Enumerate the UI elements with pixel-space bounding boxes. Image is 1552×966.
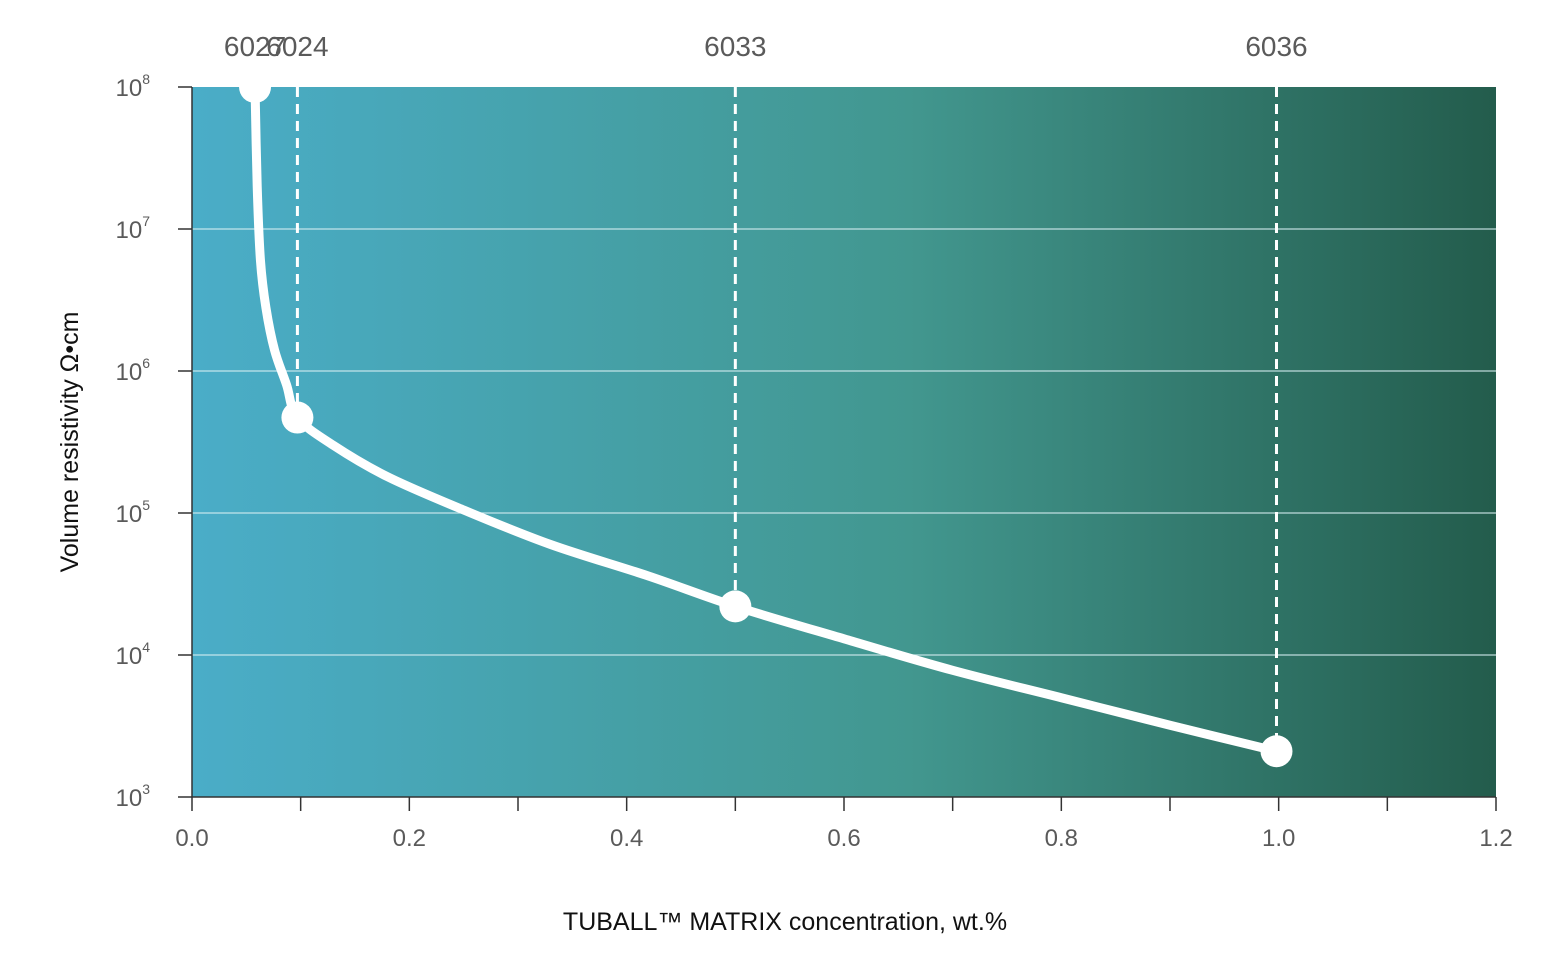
x-tick-label: 1.2 bbox=[1479, 825, 1512, 852]
point-label: 6033 bbox=[704, 31, 766, 62]
axes: 103 104 105 106 107 108 0.0 0.2 0.4 0.6 0.8 1.0 1.2 bbox=[116, 71, 1513, 852]
y-axis-title: Volume resistivity Ω•cm bbox=[56, 312, 84, 573]
y-tick-label: 105 bbox=[116, 497, 151, 528]
x-tick-label: 0.6 bbox=[827, 825, 860, 852]
data-point bbox=[281, 401, 314, 434]
x-tick-label: 0.0 bbox=[175, 825, 208, 852]
y-tick-label: 107 bbox=[116, 213, 151, 244]
x-tick-label: 0.2 bbox=[393, 825, 426, 852]
y-tick-label: 104 bbox=[116, 639, 151, 670]
data-points bbox=[239, 71, 1293, 768]
x-tick-label: 0.4 bbox=[610, 825, 643, 852]
x-axis-title: TUBALL™ MATRIX concentration, wt.% bbox=[563, 908, 1007, 936]
guide-lines bbox=[295, 87, 1278, 752]
data-point bbox=[239, 71, 272, 103]
resistivity-curve bbox=[250, 82, 1281, 756]
data-point bbox=[719, 590, 752, 623]
grid-lines bbox=[192, 228, 1496, 656]
plot-area bbox=[192, 87, 1496, 797]
y-tick-label: 106 bbox=[116, 355, 151, 386]
point-label: 6036 bbox=[1245, 31, 1307, 62]
point-label: 6024 bbox=[266, 31, 328, 62]
data-point bbox=[1260, 735, 1293, 768]
y-tick-label: 103 bbox=[116, 781, 151, 812]
x-tick-label: 1.0 bbox=[1262, 825, 1295, 852]
x-tick-label: 0.8 bbox=[1045, 825, 1078, 852]
point-label: 6027 bbox=[224, 31, 286, 62]
y-tick-label: 108 bbox=[116, 71, 151, 102]
